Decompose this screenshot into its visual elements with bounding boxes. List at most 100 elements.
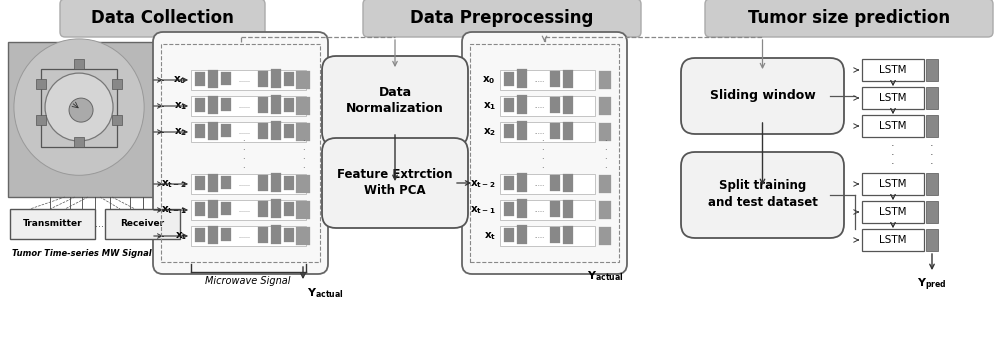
Bar (599, 97, 611, 115)
Bar (191, 96, 306, 116)
Bar (504, 124, 514, 138)
Bar (296, 123, 310, 141)
Bar (296, 201, 310, 219)
Bar (296, 175, 310, 193)
FancyBboxPatch shape (322, 138, 468, 228)
Bar (36, 115, 46, 125)
Bar (284, 202, 294, 216)
FancyBboxPatch shape (60, 0, 265, 37)
Bar (517, 225, 527, 244)
Bar (258, 97, 268, 113)
Bar (191, 122, 306, 142)
Text: Tumor Time-series MW Signal: Tumor Time-series MW Signal (12, 250, 152, 259)
Bar (862, 173, 924, 195)
Bar (208, 174, 218, 192)
Bar (500, 174, 595, 194)
Bar (500, 96, 595, 116)
Text: ......: ...... (534, 208, 544, 212)
Text: $\mathbf{x_0}$: $\mathbf{x_0}$ (482, 74, 496, 86)
Text: $\mathbf{Y_{actual}}$: $\mathbf{Y_{actual}}$ (587, 269, 623, 283)
Text: ......: ...... (238, 208, 250, 212)
Bar (550, 123, 560, 139)
Text: LSTM: LSTM (879, 235, 907, 245)
Text: ·
·
·: · · · (891, 141, 895, 169)
Text: LSTM: LSTM (879, 93, 907, 103)
Text: ......: ...... (238, 130, 250, 134)
Bar (550, 97, 560, 113)
Bar (500, 122, 595, 142)
Bar (161, 44, 320, 262)
Bar (258, 227, 268, 243)
Bar (284, 228, 294, 242)
Bar (284, 176, 294, 190)
Bar (195, 202, 205, 216)
Bar (563, 96, 573, 114)
Bar (221, 202, 231, 215)
Bar (550, 227, 560, 243)
Text: Sliding window: Sliding window (710, 90, 815, 103)
Text: $\mathbf{x_1}$: $\mathbf{x_1}$ (483, 100, 496, 112)
Bar (258, 201, 268, 217)
Bar (470, 44, 619, 262)
Text: $\mathbf{x_1}$: $\mathbf{x_1}$ (174, 100, 187, 112)
Text: Data: Data (378, 87, 412, 100)
Bar (926, 115, 938, 137)
Bar (550, 175, 560, 191)
Bar (191, 174, 306, 194)
Bar (926, 87, 938, 109)
Bar (271, 173, 281, 192)
Text: Feature Extrction: Feature Extrction (337, 169, 453, 182)
Bar (550, 71, 560, 87)
Bar (195, 228, 205, 242)
FancyBboxPatch shape (681, 152, 844, 238)
Bar (504, 176, 514, 190)
Text: ......: ...... (238, 78, 250, 82)
Text: ......: ...... (534, 182, 544, 186)
Text: Data Preprocessing: Data Preprocessing (410, 9, 594, 27)
Bar (563, 174, 573, 192)
Text: Receiver: Receiver (120, 220, 165, 228)
Text: $\mathbf{Y_{actual}}$: $\mathbf{Y_{actual}}$ (307, 286, 344, 300)
Bar (926, 173, 938, 195)
Text: ......: ...... (238, 234, 250, 238)
Text: $\mathbf{x_{t-1}}$: $\mathbf{x_{t-1}}$ (470, 204, 496, 216)
Text: $\mathbf{x_0}$: $\mathbf{x_0}$ (173, 74, 187, 86)
Bar (296, 97, 310, 115)
Text: Transmitter: Transmitter (23, 220, 82, 228)
Text: ......: ...... (534, 104, 544, 108)
Bar (504, 202, 514, 216)
Circle shape (69, 98, 93, 122)
Bar (208, 122, 218, 140)
Bar (208, 70, 218, 88)
Text: Split training: Split training (719, 179, 806, 192)
FancyBboxPatch shape (363, 0, 641, 37)
Text: LSTM: LSTM (879, 121, 907, 131)
Text: LSTM: LSTM (879, 65, 907, 75)
Bar (271, 95, 281, 114)
Text: Tumor size prediction: Tumor size prediction (748, 9, 950, 27)
Bar (296, 71, 310, 89)
Bar (284, 124, 294, 138)
Bar (599, 175, 611, 193)
Bar (563, 70, 573, 88)
Bar (599, 201, 611, 219)
Text: ......: ...... (534, 78, 544, 82)
Text: ......: ...... (238, 104, 250, 108)
Bar (258, 175, 268, 191)
Bar (563, 122, 573, 140)
Bar (221, 72, 231, 85)
Bar (296, 227, 310, 245)
Bar (41, 69, 117, 147)
Bar (221, 124, 231, 137)
FancyBboxPatch shape (705, 0, 993, 37)
Bar (862, 229, 924, 251)
Circle shape (45, 73, 113, 141)
Text: $\mathbf{x_t}$: $\mathbf{x_t}$ (175, 230, 187, 242)
Bar (550, 201, 560, 217)
Bar (517, 173, 527, 192)
Bar (500, 200, 595, 220)
Text: and test dataset: and test dataset (708, 197, 817, 210)
Bar (271, 199, 281, 218)
Bar (258, 71, 268, 87)
Bar (862, 115, 924, 137)
